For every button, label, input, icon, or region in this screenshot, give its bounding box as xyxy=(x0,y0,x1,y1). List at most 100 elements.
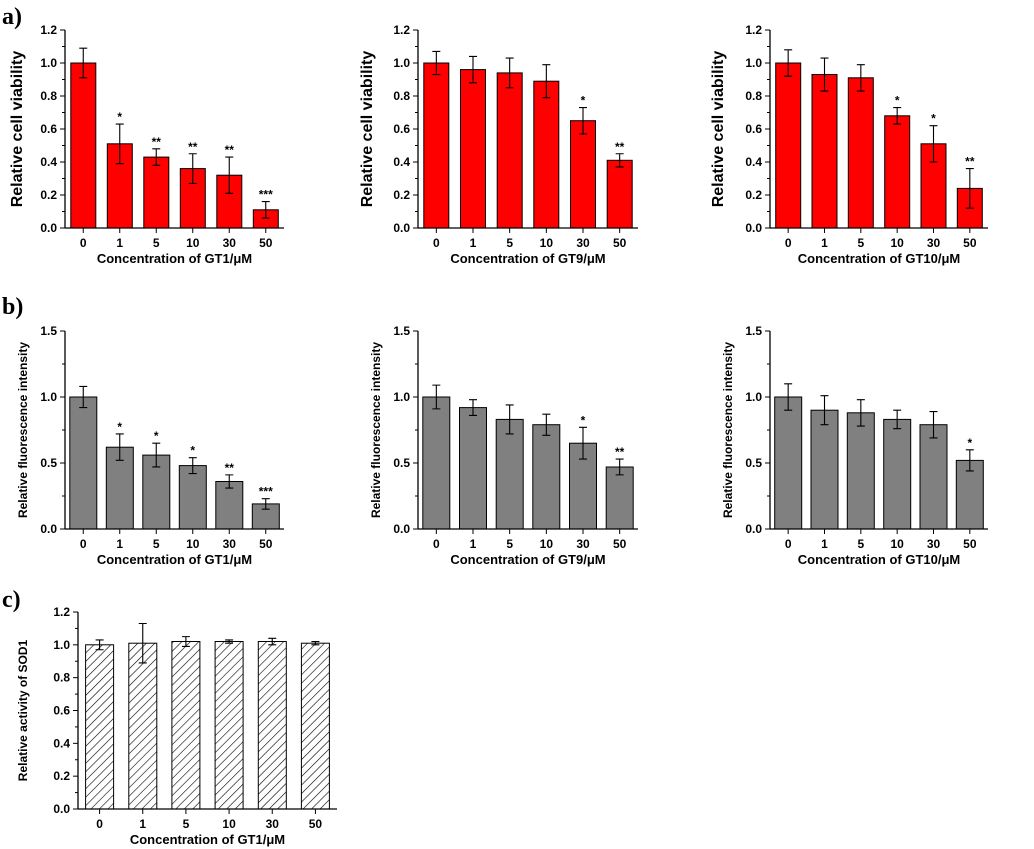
bar-5 xyxy=(495,418,524,530)
error-bar-5 xyxy=(152,148,161,166)
significance-mark-30: ** xyxy=(225,461,235,475)
x-tick-label: 1 xyxy=(821,236,828,250)
y-tick-label: 0.0 xyxy=(393,522,410,536)
x-tick-label: 50 xyxy=(259,537,273,551)
error-bar-5 xyxy=(152,442,161,468)
significance-mark-30: * xyxy=(581,94,586,108)
y-tick-label: 0.0 xyxy=(393,221,410,235)
error-bar-1 xyxy=(138,622,147,664)
y-tick-label: 0.5 xyxy=(745,456,762,470)
significance-mark-50: ** xyxy=(615,140,625,154)
y-tick-label: 0.5 xyxy=(393,456,410,470)
significance-mark-50: * xyxy=(967,436,972,450)
panel-label-b: b) xyxy=(2,294,23,320)
x-tick-label: 10 xyxy=(186,236,200,250)
x-tick-label: 30 xyxy=(576,537,590,551)
bar-1 xyxy=(459,407,487,530)
y-tick-label: 0.6 xyxy=(745,122,762,136)
y-tick-label: 1.5 xyxy=(393,324,410,338)
y-tick-label: 0.2 xyxy=(40,188,57,202)
error-bar-0 xyxy=(79,385,88,409)
x-tick-label: 1 xyxy=(139,817,146,831)
x-tick-label: 50 xyxy=(613,537,627,551)
x-tick-label: 10 xyxy=(890,537,904,551)
error-bar-30 xyxy=(929,410,938,439)
y-tick-label: 0.6 xyxy=(40,122,57,136)
bar-0 xyxy=(69,396,98,530)
x-tick-label: 5 xyxy=(506,236,513,250)
bar-10 xyxy=(214,641,244,810)
error-bar-5 xyxy=(856,399,865,427)
x-tick-label: 10 xyxy=(540,537,554,551)
x-tick-label: 5 xyxy=(153,236,160,250)
error-bar-0 xyxy=(432,50,441,76)
bar-0 xyxy=(775,62,802,229)
error-bar-5 xyxy=(181,636,190,648)
error-bar-1 xyxy=(115,123,124,165)
y-tick-label: 0.4 xyxy=(40,155,57,169)
bar-1 xyxy=(128,642,158,810)
significance-mark-10: * xyxy=(190,444,195,458)
bar-0 xyxy=(70,62,97,229)
bar-10 xyxy=(532,424,561,530)
error-bar-10 xyxy=(542,413,551,436)
error-bar-5 xyxy=(505,404,514,435)
error-bar-30 xyxy=(929,125,938,163)
y-tick-label: 1.0 xyxy=(40,390,57,404)
bar-10 xyxy=(884,115,911,229)
x-tick-label: 0 xyxy=(785,236,792,250)
x-tick-label: 0 xyxy=(80,236,87,250)
x-tick-label: 30 xyxy=(927,537,941,551)
chart-b-3: ********0.00.51.01.50 1 5 10 30 50Concentrati… xyxy=(16,324,284,567)
chart-a-1: ***0.00.20.40.60.81.01.20 1 5 10 30 50Concent… xyxy=(359,23,638,266)
x-axis-title: Concentration of GT9/μM xyxy=(450,552,605,567)
y-axis-title: Relative cell viability xyxy=(359,51,376,208)
significance-mark-50: *** xyxy=(259,485,273,499)
charts-layer: *** ** *****0.00.20.40.60.81.01.20 1 5 10 30 50… xyxy=(9,23,988,847)
x-tick-label: 10 xyxy=(540,236,554,250)
bar-5 xyxy=(171,641,201,810)
significance-mark-50: ** xyxy=(615,445,625,459)
bar-1 xyxy=(460,69,486,229)
y-tick-label: 0.8 xyxy=(40,89,57,103)
bar-50 xyxy=(300,642,330,810)
y-tick-label: 1.0 xyxy=(53,638,70,652)
bar-30 xyxy=(215,481,244,530)
x-tick-label: 5 xyxy=(857,236,864,250)
error-bar-50 xyxy=(311,641,320,646)
x-tick-label: 0 xyxy=(80,537,87,551)
x-axis-title: Concentration of GT1/μM xyxy=(97,251,252,266)
significance-mark-1: * xyxy=(117,110,122,124)
bar-5 xyxy=(143,156,170,229)
y-axis-title: Relative activity of SOD1 xyxy=(16,639,30,781)
error-bar-0 xyxy=(95,639,104,651)
y-tick-label: 0.0 xyxy=(745,221,762,235)
x-tick-label: 30 xyxy=(266,817,280,831)
x-axis-title: Concentration of GT1/μM xyxy=(97,552,252,567)
y-tick-label: 0.8 xyxy=(745,89,762,103)
y-tick-label: 0.2 xyxy=(53,769,70,783)
x-tick-label: 10 xyxy=(890,236,904,250)
x-tick-label: 1 xyxy=(470,537,477,551)
y-tick-label: 0.8 xyxy=(53,671,70,685)
error-bar-50 xyxy=(965,168,974,209)
significance-mark-30: * xyxy=(931,112,936,126)
y-tick-label: 1.2 xyxy=(393,23,410,37)
error-bar-30 xyxy=(579,426,587,460)
y-tick-label: 1.5 xyxy=(745,324,762,338)
bar-50 xyxy=(606,159,633,229)
bar-1 xyxy=(810,409,839,530)
bar-50 xyxy=(955,459,984,530)
significance-mark-30: * xyxy=(581,413,586,427)
chart-a-0: *** ** *****0.00.20.40.60.81.01.20 1 5 10 30 50… xyxy=(9,23,284,266)
error-bar-10 xyxy=(893,409,902,430)
bar-0 xyxy=(422,396,451,530)
bar-1 xyxy=(811,74,838,229)
error-bar-5 xyxy=(856,64,865,92)
y-tick-label: 0.5 xyxy=(40,456,57,470)
x-tick-label: 5 xyxy=(857,537,864,551)
y-tick-label: 0.6 xyxy=(393,122,410,136)
x-tick-label: 30 xyxy=(223,537,237,551)
